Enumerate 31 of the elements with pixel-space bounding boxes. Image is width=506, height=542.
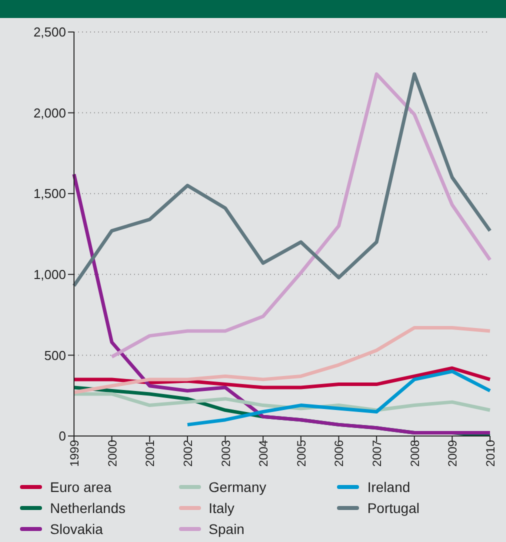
y-tick-label: 500: [44, 348, 66, 363]
y-tick-label: 2,500: [33, 24, 66, 40]
x-tick-label: 2000: [105, 440, 120, 467]
y-tick-label: 2,000: [33, 105, 66, 120]
x-tick-label: 2006: [332, 440, 346, 467]
x-tick-label: 2002: [180, 440, 195, 467]
legend-label: Portugal: [367, 500, 420, 516]
legend-label: Slovakia: [50, 520, 103, 536]
legend-label: Ireland: [367, 478, 410, 494]
y-tick-label: 1,000: [33, 267, 66, 282]
y-tick-label: 0: [58, 428, 66, 444]
x-tick-label: 2005: [294, 440, 308, 467]
line-series: [110, 72, 492, 359]
x-tick-label: 2010: [484, 440, 498, 467]
legend-label: Euro area: [50, 478, 112, 494]
x-tick-label: 1999: [68, 440, 82, 467]
line-series: [72, 72, 492, 288]
line-series: [72, 326, 492, 394]
x-tick-label: 2007: [370, 440, 384, 467]
x-tick-label: 2009: [446, 440, 460, 467]
x-tick-label: 2001: [143, 440, 158, 467]
legend-label: Netherlands: [50, 500, 126, 516]
x-tick-label: 2004: [256, 440, 271, 467]
legend-label: Italy: [208, 500, 234, 516]
line-series: [72, 366, 492, 390]
legend-label: Germany: [208, 478, 266, 494]
x-tick-label: 2008: [408, 440, 422, 467]
y-tick-label: 1,500: [33, 186, 66, 202]
line-series: [186, 370, 492, 426]
legend-label: Spain: [208, 520, 244, 536]
x-tick-label: 2003: [218, 440, 233, 467]
